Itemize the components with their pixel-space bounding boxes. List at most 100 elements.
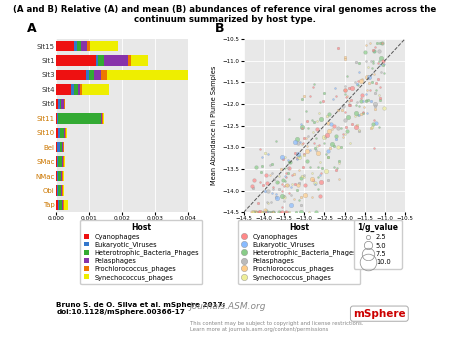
Bar <box>128 55 131 66</box>
Point <box>282 183 289 188</box>
Point <box>275 174 283 179</box>
Point <box>343 128 351 134</box>
Point <box>368 66 375 71</box>
Point <box>265 188 272 193</box>
Bar <box>82 84 108 95</box>
Point <box>363 97 370 102</box>
Point <box>369 124 376 129</box>
Point <box>281 154 288 159</box>
Point <box>330 143 338 149</box>
Point <box>270 210 277 215</box>
Point <box>280 194 288 200</box>
Point <box>280 184 287 189</box>
Bar <box>131 55 148 66</box>
Point <box>317 172 324 177</box>
Point <box>300 152 307 157</box>
Point <box>346 140 353 145</box>
Point <box>324 155 332 160</box>
Bar <box>56 156 57 167</box>
Point <box>339 103 346 108</box>
Point <box>380 70 387 75</box>
Point <box>263 210 270 215</box>
Point <box>263 172 270 177</box>
Point <box>303 135 310 141</box>
Point <box>256 210 263 215</box>
Point <box>273 139 280 144</box>
Point <box>302 192 309 197</box>
Point <box>289 172 296 177</box>
Point <box>309 177 316 182</box>
Point <box>252 210 259 215</box>
Point <box>313 210 320 215</box>
Point <box>316 159 324 165</box>
Point <box>336 160 343 165</box>
Point <box>371 91 378 96</box>
Point <box>296 197 303 202</box>
Point <box>372 103 379 108</box>
Y-axis label: Mean Abundance in Plume Samples: Mean Abundance in Plume Samples <box>211 66 217 185</box>
Point <box>358 93 365 98</box>
Point <box>326 111 333 117</box>
Point <box>317 194 324 199</box>
Point <box>256 179 263 185</box>
Bar <box>56 55 96 66</box>
Bar <box>57 171 58 181</box>
Bar <box>58 185 61 196</box>
Point <box>355 78 362 83</box>
Point <box>278 210 285 215</box>
Point <box>317 116 324 121</box>
Point <box>377 95 384 101</box>
Point <box>353 59 360 65</box>
Point <box>254 210 261 215</box>
Point <box>266 210 273 215</box>
Point <box>300 174 307 180</box>
Point <box>283 210 290 215</box>
Point <box>282 210 289 215</box>
Point <box>276 210 283 215</box>
Point <box>353 102 360 107</box>
Point <box>365 80 373 86</box>
Bar <box>74 84 78 95</box>
Point <box>317 171 324 176</box>
Bar <box>57 185 58 196</box>
Point <box>249 186 256 191</box>
Point <box>342 87 349 92</box>
Point <box>304 126 311 131</box>
Point <box>252 164 260 169</box>
Point <box>366 88 373 93</box>
Point <box>311 119 318 125</box>
Point <box>372 80 379 86</box>
Point <box>259 210 266 215</box>
Point <box>375 76 382 81</box>
Point <box>351 113 358 119</box>
Point <box>285 190 292 196</box>
Point <box>332 137 339 142</box>
Point <box>296 154 303 159</box>
Point <box>300 135 307 141</box>
Point <box>329 141 336 147</box>
Point <box>346 101 353 106</box>
Bar <box>58 99 59 109</box>
Bar <box>74 41 77 51</box>
Point <box>275 210 283 215</box>
Point <box>284 166 292 171</box>
Point <box>298 125 306 131</box>
Point <box>303 159 310 164</box>
Point <box>262 189 269 194</box>
Point <box>325 120 332 125</box>
Point <box>358 77 365 82</box>
Point <box>372 44 379 50</box>
Point <box>323 151 330 156</box>
Point <box>252 210 260 215</box>
Point <box>346 85 353 90</box>
Point <box>364 64 372 69</box>
Point <box>310 84 317 90</box>
Bar <box>66 127 67 138</box>
Point <box>290 197 297 202</box>
Point <box>284 182 292 187</box>
Point <box>342 124 350 130</box>
Point <box>347 97 355 103</box>
Bar <box>63 142 64 152</box>
Bar <box>56 113 57 123</box>
Point <box>346 99 353 104</box>
